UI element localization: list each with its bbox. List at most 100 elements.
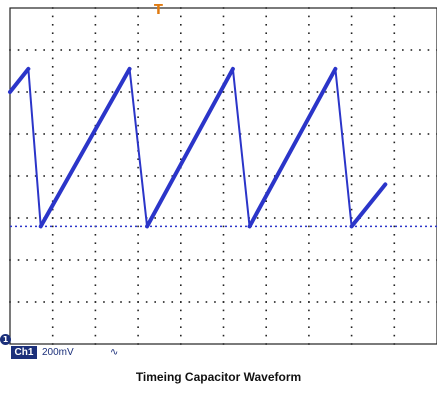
grid-dot xyxy=(325,175,327,177)
grid-dot xyxy=(34,259,37,261)
grid-dot xyxy=(51,183,54,186)
grid-dot xyxy=(350,292,353,295)
grid-dot xyxy=(239,301,242,303)
grid-dot xyxy=(214,49,216,51)
grid-dot xyxy=(51,99,54,102)
grid-dot xyxy=(333,175,336,177)
grid-dot xyxy=(350,57,353,60)
grid-dot xyxy=(308,292,310,295)
grid-dot xyxy=(393,99,396,102)
grid-dot xyxy=(308,133,310,135)
grid-dot xyxy=(68,259,71,261)
grid-dot xyxy=(60,301,63,303)
grid-dot xyxy=(60,133,63,135)
grid-dot xyxy=(239,259,242,261)
grid-dot xyxy=(171,91,174,93)
grid-dot xyxy=(180,242,182,244)
grid-dot xyxy=(137,108,139,110)
grid-dot xyxy=(308,82,310,85)
grid-dot xyxy=(222,108,225,110)
grid-dot xyxy=(308,192,310,194)
grid xyxy=(9,7,437,345)
grid-dot xyxy=(222,234,225,236)
grid-dot xyxy=(222,208,225,211)
grid-dot xyxy=(180,208,182,211)
grid-dot xyxy=(68,217,71,219)
grid-dot xyxy=(60,49,63,51)
grid-dot xyxy=(427,175,430,177)
grid-dot xyxy=(94,292,97,295)
grid-dot xyxy=(171,301,174,303)
grid-dot xyxy=(265,15,267,18)
grid-dot xyxy=(188,301,191,303)
grid-dot xyxy=(222,166,225,169)
grid-dot xyxy=(222,309,225,312)
grid-dot xyxy=(393,49,396,51)
grid-dot xyxy=(291,217,293,219)
grid-dot xyxy=(308,276,310,278)
grid-dot xyxy=(265,133,267,135)
grid-dot xyxy=(222,74,225,76)
grid-dot xyxy=(137,192,139,194)
grid-dot xyxy=(51,49,54,51)
grid-dot xyxy=(350,276,353,278)
grid-dot xyxy=(188,91,191,93)
grid-dot xyxy=(51,116,54,118)
grid-dot xyxy=(359,301,361,303)
grid-dot xyxy=(350,7,353,9)
grid-dot xyxy=(180,250,182,253)
grid-dot xyxy=(367,301,370,303)
grid-dot xyxy=(265,343,267,345)
grid-dot xyxy=(350,318,353,320)
grid-dot xyxy=(325,259,327,261)
grid-dot xyxy=(299,91,302,93)
grid-dot xyxy=(419,301,421,303)
grid-dot xyxy=(350,133,353,135)
grid-dot xyxy=(171,49,174,51)
grid-dot xyxy=(393,82,396,85)
grid-dot xyxy=(180,49,182,51)
grid-dot xyxy=(325,133,327,135)
grid-dot xyxy=(350,259,353,261)
grid-dot xyxy=(316,259,319,261)
grid-dot xyxy=(51,292,54,295)
grid-dot xyxy=(86,259,88,261)
grid-dot xyxy=(205,259,208,261)
grid-dot xyxy=(137,91,139,93)
grid-dot xyxy=(137,334,139,337)
grid-dot xyxy=(308,225,310,228)
grid-dot xyxy=(308,66,310,68)
grid-dot xyxy=(299,175,302,177)
grid-dot xyxy=(333,91,336,93)
grid-dot xyxy=(393,74,396,76)
coupling-icon: ∿ xyxy=(110,347,119,358)
grid-dot xyxy=(308,74,310,76)
grid-dot xyxy=(248,175,250,177)
grid-dot xyxy=(180,108,182,110)
grid-dot xyxy=(231,301,233,303)
grid-dot xyxy=(308,259,310,261)
grid-dot xyxy=(94,276,97,278)
grid-dot xyxy=(51,57,54,60)
grid-dot xyxy=(60,91,63,93)
grid-dot xyxy=(308,343,310,345)
grid-dot xyxy=(393,267,396,270)
grid-dot xyxy=(214,133,216,135)
grid-dot xyxy=(137,74,139,76)
trigger-position-icon: T xyxy=(154,3,163,18)
grid-dot xyxy=(180,301,182,303)
grid-dot xyxy=(77,301,80,303)
grid-dot xyxy=(342,49,344,51)
grid-dot xyxy=(393,301,396,303)
grid-dot xyxy=(94,24,97,26)
grid-dot xyxy=(325,217,327,219)
grid-dot xyxy=(393,91,396,93)
grid-dot xyxy=(393,208,396,211)
grid-dot xyxy=(308,183,310,186)
grid-dot xyxy=(384,91,387,93)
grid-dot xyxy=(188,175,191,177)
grid-dot xyxy=(248,301,250,303)
grid-dot xyxy=(180,32,182,34)
grid-dot xyxy=(350,309,353,312)
grid-dot xyxy=(17,301,20,303)
